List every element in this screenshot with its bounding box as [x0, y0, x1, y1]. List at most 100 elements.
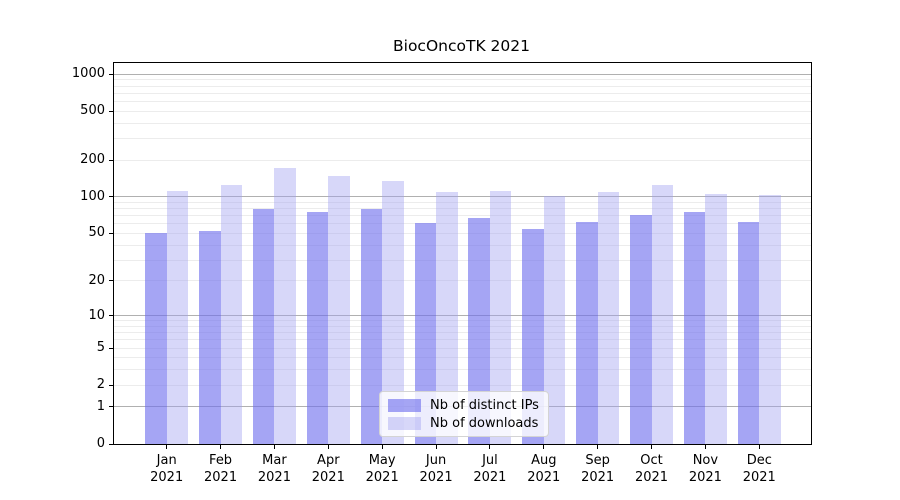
- minor-gridline: [114, 357, 811, 359]
- bar-downloads-jan: [166, 190, 189, 444]
- bar-distinct-ips-oct: [630, 215, 652, 444]
- minor-gridline: [114, 215, 811, 217]
- bar-distinct-ips-aug: [522, 229, 544, 444]
- bar-downloads-may: [382, 180, 404, 444]
- minor-gridline: [114, 208, 811, 210]
- y-tick-label: 20: [88, 272, 105, 288]
- bar-distinct-ips-sep: [576, 222, 598, 444]
- chart-title: BiocOncoTK 2021: [393, 37, 530, 55]
- y-tick-label: 2: [96, 377, 105, 393]
- minor-gridline: [114, 244, 811, 246]
- x-tick-label: Dec 2021: [742, 453, 776, 485]
- x-tick-mark: [758, 445, 760, 449]
- x-tick-label: Sep 2021: [581, 453, 615, 485]
- y-tick-mark: [109, 73, 113, 75]
- x-tick-mark: [489, 445, 491, 449]
- x-tick-label: Aug 2021: [527, 453, 561, 485]
- y-tick-label: 5: [96, 340, 105, 356]
- bar-distinct-ips-jul: [468, 218, 490, 444]
- y-tick-label: 200: [80, 152, 105, 168]
- legend-label-downloads: Nb of downloads: [430, 415, 539, 431]
- bar-distinct-ips-jun: [414, 223, 437, 444]
- minor-gridline: [114, 137, 811, 139]
- y-tick-label: 10: [88, 307, 105, 323]
- legend: Nb of distinct IPs Nb of downloads: [379, 391, 549, 437]
- bar-distinct-ips-apr: [306, 212, 329, 444]
- x-tick-mark: [327, 445, 329, 449]
- minor-gridline: [114, 92, 811, 94]
- plot-area: Nb of distinct IPs Nb of downloads 0 1 2 5 1…: [72, 62, 812, 485]
- minor-gridline: [114, 259, 811, 261]
- y-tick-mark: [109, 232, 113, 234]
- minor-gridline: [114, 369, 811, 371]
- x-tick-mark: [704, 445, 706, 449]
- minor-gridline: [114, 79, 811, 81]
- minor-gridline: [114, 325, 811, 327]
- x-tick-mark: [597, 445, 599, 449]
- bar-downloads-apr: [328, 176, 350, 444]
- major-gridline: [114, 315, 811, 317]
- y-tick-label: 100: [80, 188, 105, 204]
- x-tick-label: Jun 2021: [419, 453, 453, 485]
- x-tick-label: Mar 2021: [257, 453, 291, 485]
- bar-distinct-ips-jan: [145, 233, 167, 444]
- x-tick-mark: [651, 445, 653, 449]
- x-tick-mark: [220, 445, 222, 449]
- bar-downloads-oct: [651, 185, 674, 444]
- bar-downloads-dec: [759, 195, 781, 444]
- legend-swatch-distinct-ips: [388, 398, 421, 412]
- x-tick-label: Jan 2021: [150, 453, 184, 485]
- x-tick-label: Oct 2021: [634, 453, 669, 485]
- x-tick-label: May 2021: [365, 453, 399, 485]
- y-tick-mark: [109, 347, 113, 349]
- legend-item-downloads: Nb of downloads: [388, 416, 540, 431]
- minor-gridline: [114, 280, 811, 282]
- minor-gridline: [114, 384, 811, 386]
- x-tick-mark: [381, 445, 383, 449]
- bar-distinct-ips-feb: [199, 231, 221, 444]
- y-tick-mark: [109, 280, 113, 282]
- y-tick-label: 1000: [71, 66, 105, 82]
- y-tick-label: 0: [96, 436, 105, 451]
- y-tick-mark: [109, 406, 113, 408]
- minor-gridline: [114, 100, 811, 102]
- bar-downloads-nov: [705, 193, 727, 444]
- y-tick-label: 1: [96, 398, 105, 414]
- y-tick-mark: [109, 443, 113, 445]
- bar-downloads-sep: [597, 191, 620, 444]
- x-tick-mark: [273, 445, 275, 449]
- y-tick-label: 50: [88, 225, 105, 241]
- major-gridline: [114, 73, 811, 75]
- major-gridline: [114, 196, 811, 198]
- bar-downloads-feb: [220, 184, 243, 444]
- bar-downloads-aug: [543, 195, 566, 444]
- legend-item-distinct-ips: Nb of distinct IPs: [388, 398, 540, 413]
- minor-gridline: [114, 110, 811, 112]
- y-tick-label: 500: [80, 103, 105, 119]
- x-tick-mark: [166, 445, 168, 449]
- x-tick-mark: [543, 445, 545, 449]
- bar-distinct-ips-dec: [737, 222, 760, 444]
- x-tick-label: Nov 2021: [688, 453, 722, 485]
- minor-gridline: [114, 85, 811, 87]
- minor-gridline: [114, 320, 811, 322]
- y-tick-mark: [109, 196, 113, 198]
- bar-downloads-jun: [436, 192, 458, 444]
- legend-label-distinct-ips: Nb of distinct IPs: [430, 397, 539, 413]
- bar-downloads-mar: [274, 168, 296, 444]
- x-tick-label: Jul 2021: [473, 453, 507, 485]
- y-tick-mark: [109, 159, 113, 161]
- minor-gridline: [114, 122, 811, 124]
- bar-distinct-ips-may: [360, 208, 383, 444]
- x-tick-label: Apr 2021: [311, 453, 345, 485]
- minor-gridline: [114, 232, 811, 234]
- minor-gridline: [114, 223, 811, 225]
- minor-gridline: [114, 159, 811, 161]
- minor-gridline: [114, 347, 811, 349]
- bar-downloads-jul: [489, 191, 512, 444]
- y-tick-mark: [109, 315, 113, 317]
- y-tick-mark: [109, 384, 113, 386]
- minor-gridline: [114, 332, 811, 334]
- minor-gridline: [114, 339, 811, 341]
